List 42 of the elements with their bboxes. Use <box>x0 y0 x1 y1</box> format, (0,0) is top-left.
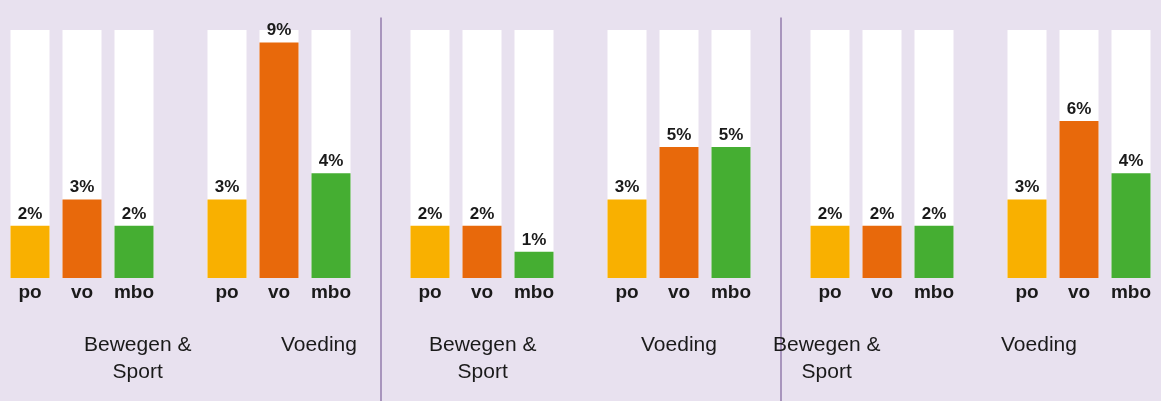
x-tick-label: mbo <box>513 281 555 302</box>
x-axis-title: Voeding <box>281 332 357 355</box>
data-label: 4% <box>318 151 344 171</box>
x-axis-title: Bewegen & Sport <box>773 332 881 383</box>
x-tick-label: po <box>1015 281 1039 302</box>
x-tick-label: po <box>615 281 639 302</box>
x-tick-label: mbo <box>1110 281 1152 302</box>
data-label: 2% <box>921 203 947 223</box>
x-tick-label: po <box>215 281 239 302</box>
x-tick-label: mbo <box>310 281 352 302</box>
data-label: 2% <box>121 203 147 223</box>
x-axis-title: Voeding <box>641 332 717 355</box>
data-label: 3% <box>614 177 640 197</box>
x-tick-label: vo <box>667 281 691 302</box>
data-label: 1% <box>521 229 547 249</box>
x-tick-label: vo <box>267 281 291 302</box>
x-axis-title: Voeding <box>1001 332 1077 355</box>
data-label: 5% <box>718 125 744 145</box>
x-tick-label: mbo <box>113 281 155 302</box>
x-tick-label: vo <box>70 281 94 302</box>
data-label: 2% <box>817 203 843 223</box>
data-label: 2% <box>469 203 495 223</box>
data-label: 5% <box>666 125 692 145</box>
data-label: 4% <box>1118 151 1144 171</box>
x-tick-label: mbo <box>913 281 955 302</box>
data-label: 2% <box>869 203 895 223</box>
x-axis-title: Bewegen & Sport <box>429 332 537 383</box>
data-label: 3% <box>69 177 95 197</box>
data-label: 9% <box>266 20 292 40</box>
x-tick-label: mbo <box>710 281 752 302</box>
data-label: 3% <box>1014 177 1040 197</box>
x-axis-title: Bewegen & Sport <box>84 332 192 383</box>
data-label: 6% <box>1066 98 1092 118</box>
x-tick-label: po <box>818 281 842 302</box>
x-tick-label: vo <box>870 281 894 302</box>
data-label: 3% <box>214 177 240 197</box>
x-tick-label: vo <box>470 281 494 302</box>
x-tick-label: vo <box>1067 281 1091 302</box>
data-label: 2% <box>417 203 443 223</box>
x-tick-label: po <box>18 281 42 302</box>
data-label: 2% <box>17 203 43 223</box>
x-tick-label: po <box>418 281 442 302</box>
